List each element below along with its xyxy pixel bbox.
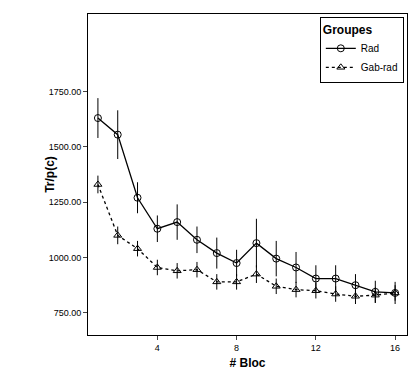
svg-text:Groupes: Groupes <box>323 23 373 37</box>
svg-text:12: 12 <box>311 343 321 353</box>
svg-text:1000.00: 1000.00 <box>49 253 82 263</box>
svg-text:16: 16 <box>390 343 400 353</box>
svg-text:750.00: 750.00 <box>54 308 82 318</box>
svg-text:Gab-rad: Gab-rad <box>361 62 398 73</box>
svg-text:1500.00: 1500.00 <box>49 142 82 152</box>
svg-text:4: 4 <box>155 343 160 353</box>
svg-text:# Bloc: # Bloc <box>229 356 265 370</box>
svg-text:1250.00: 1250.00 <box>49 197 82 207</box>
svg-text:8: 8 <box>234 343 239 353</box>
svg-text:1750.00: 1750.00 <box>49 87 82 97</box>
svg-text:Tr/p(c): Tr/p(c) <box>43 156 57 193</box>
svg-text:Rad: Rad <box>361 43 379 54</box>
